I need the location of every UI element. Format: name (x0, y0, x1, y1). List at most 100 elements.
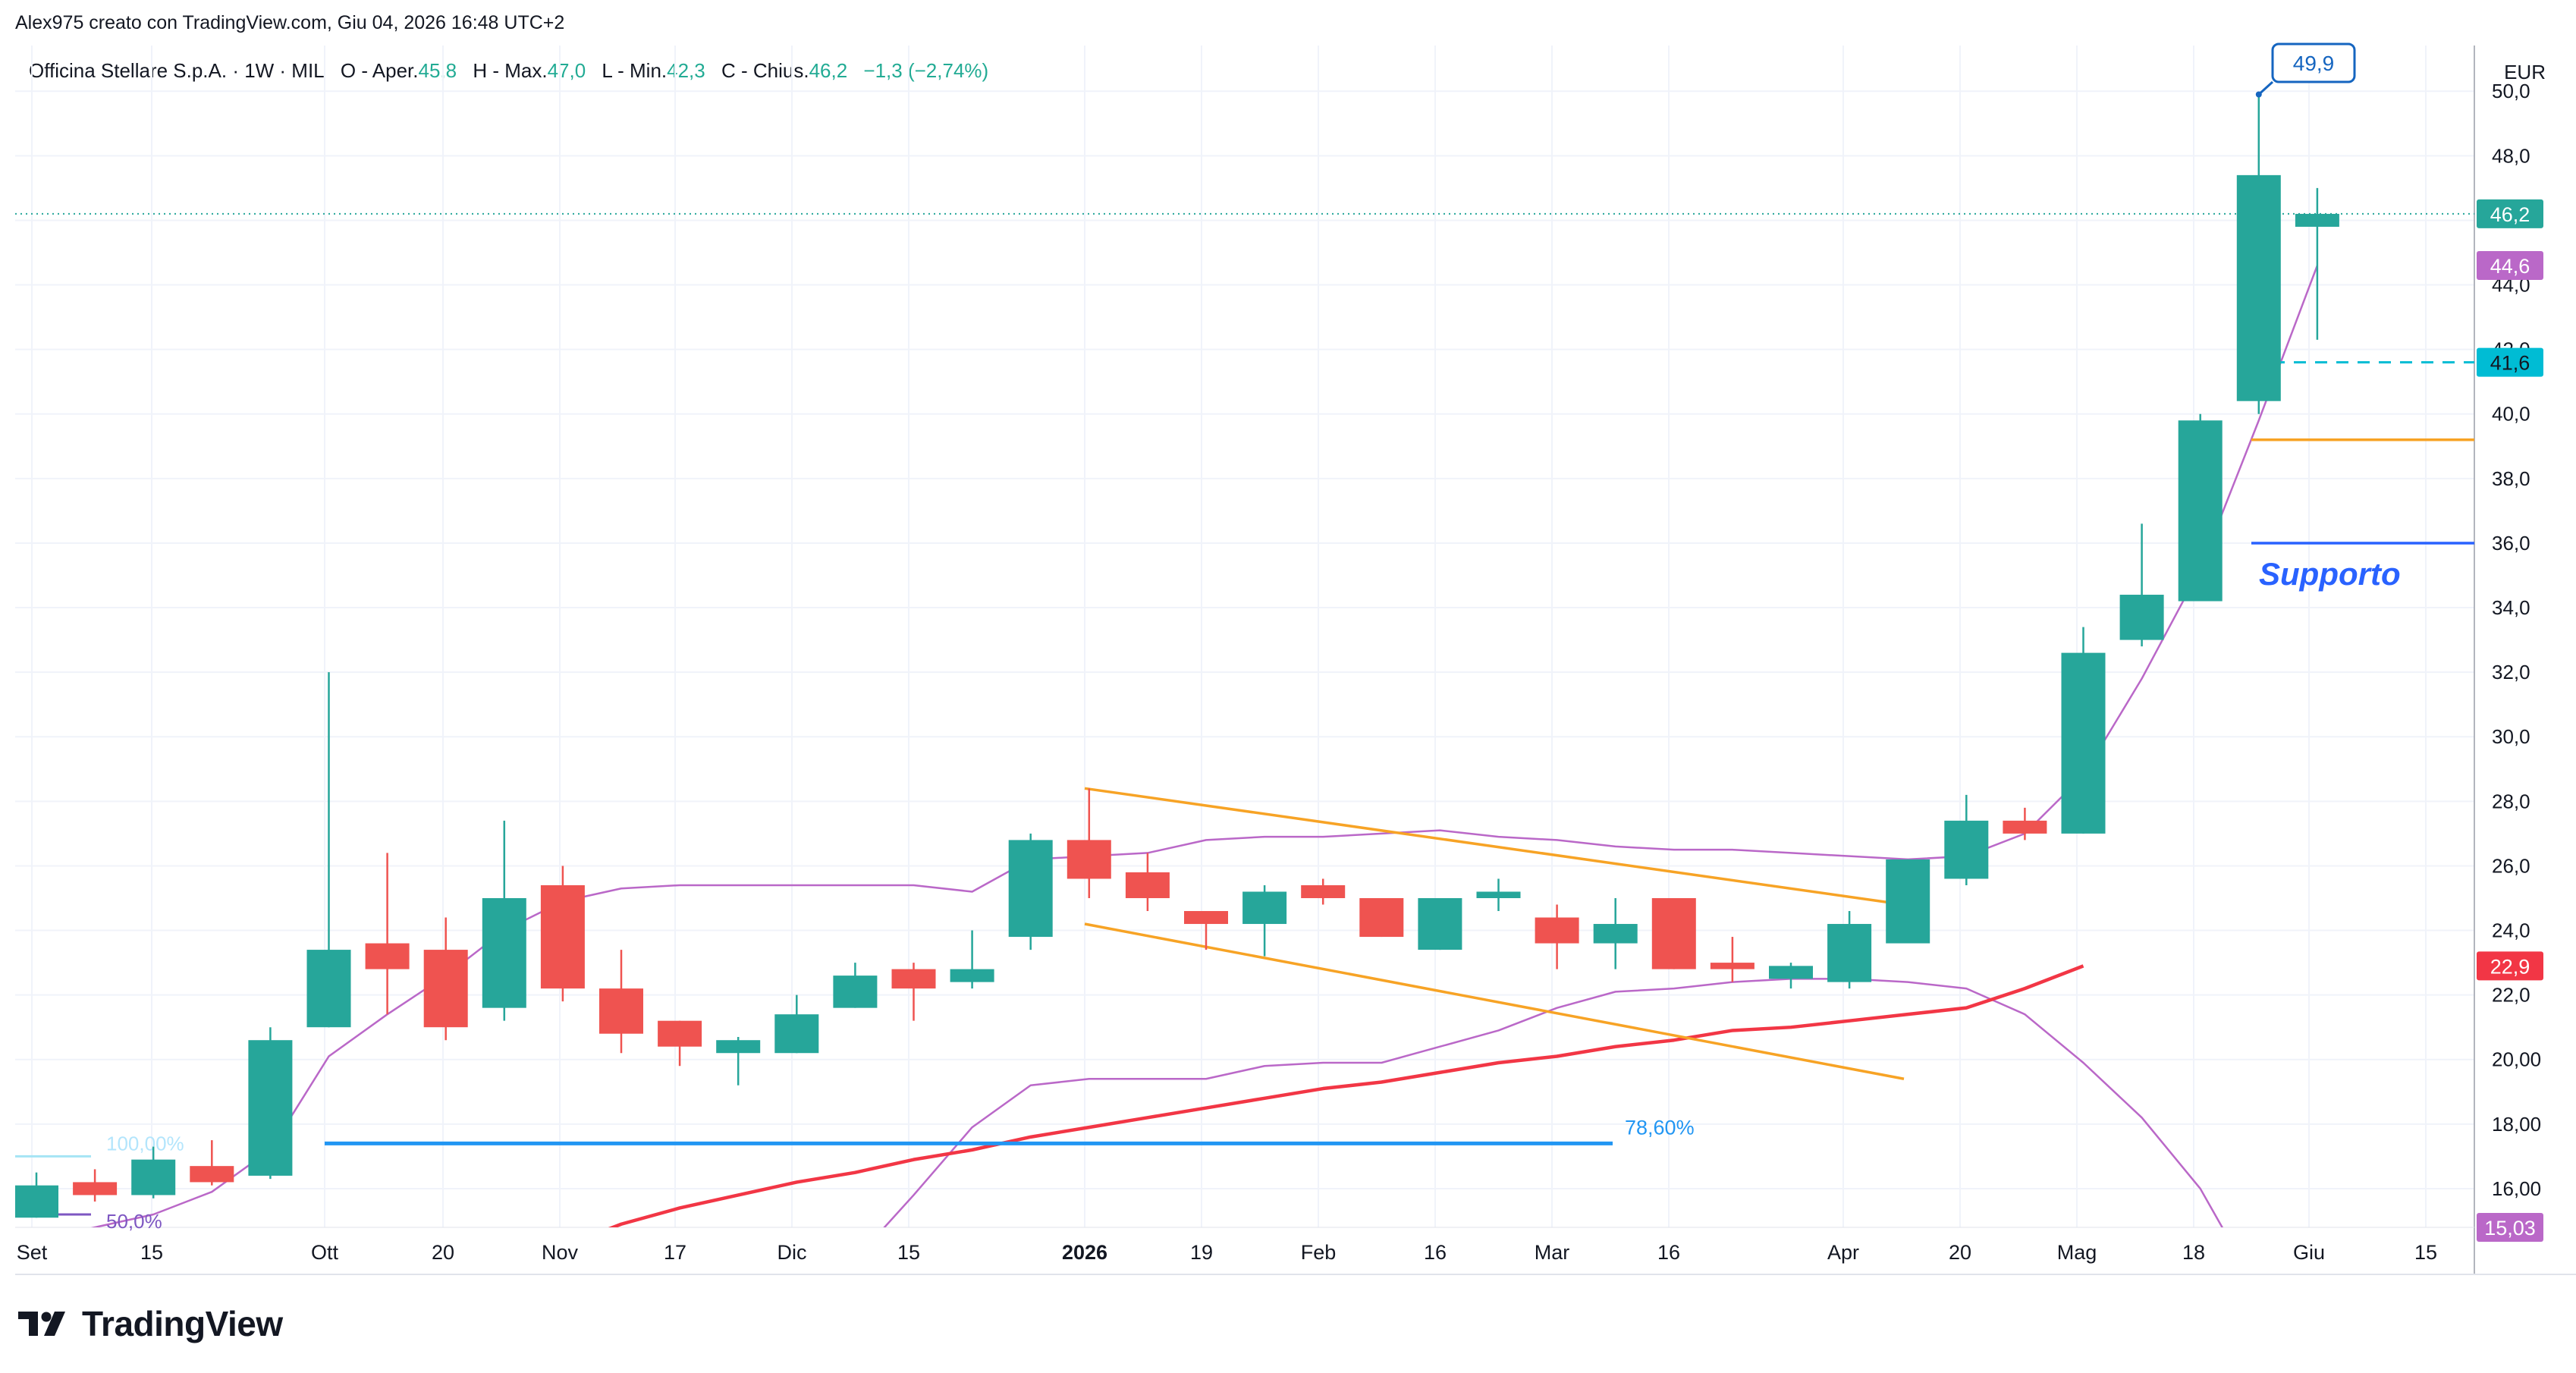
candle-body (248, 1040, 293, 1176)
candle[interactable] (1886, 859, 1930, 944)
candle-body (599, 988, 643, 1034)
candle[interactable] (1710, 937, 1755, 982)
candle[interactable] (950, 930, 994, 989)
candle[interactable] (1184, 911, 1228, 950)
candle[interactable] (1242, 884, 1287, 957)
candle[interactable] (2003, 807, 2047, 840)
candle[interactable] (73, 1169, 118, 1202)
price-axis-tick-label: 26,0 (2492, 854, 2530, 877)
candle[interactable] (1359, 897, 1404, 938)
price-axis-tick-label: 40,0 (2492, 403, 2530, 426)
candle-body (1242, 891, 1287, 925)
candles (14, 94, 2339, 1218)
low-value: 42,3 (667, 59, 705, 82)
close-value: 46,2 (809, 59, 848, 82)
time-axis-label: Set (17, 1241, 48, 1264)
high-callout-label: 49,9 (2293, 52, 2335, 75)
support-label: Supporto (2259, 556, 2401, 592)
price-tag-bg (2477, 347, 2543, 377)
candle-body (2236, 174, 2281, 401)
time-axis-label: Nov (542, 1241, 579, 1264)
time-axis[interactable]: Set 15 Ott 20 Nov 17 Dic 15 2026 19 Feb 16 Mar 16 Apr 2… (17, 1241, 2437, 1264)
price-axis-tick-label: 22,0 (2492, 984, 2530, 1007)
candle[interactable] (1301, 878, 1346, 905)
bollinger-upper-line (90, 265, 2319, 1227)
candle[interactable] (540, 866, 585, 1002)
candle[interactable] (1418, 897, 1462, 950)
candle[interactable] (2119, 523, 2164, 647)
candle-body (716, 1040, 761, 1054)
price-axis-tick-label: 48,0 (2492, 144, 2530, 167)
price-tag-last: 46,2 (2477, 199, 2543, 228)
candle[interactable] (423, 917, 468, 1041)
fib-50-label: 50,0% (106, 1210, 162, 1233)
high-label: H - Max. (473, 59, 548, 82)
price-axis[interactable]: 16,00 18,00 20,00 22,0 24,0 26,0 28,0 30,0 32,0 3… (2492, 80, 2541, 1200)
time-axis-label: Mar (1535, 1241, 1570, 1264)
price-tag-sma: 22,9 (2477, 951, 2543, 981)
currency-label[interactable]: EUR (2504, 61, 2546, 83)
indicators (90, 265, 2319, 1227)
candle[interactable] (248, 1027, 293, 1180)
chart-credit: Alex975 creato con TradingView.com, Giu … (15, 12, 565, 33)
candle[interactable] (2178, 413, 2223, 602)
high-callout-box (2271, 42, 2356, 83)
candle[interactable] (306, 672, 351, 1028)
candle[interactable] (658, 1020, 702, 1067)
candle[interactable] (482, 820, 526, 1021)
candle[interactable] (1593, 897, 1638, 969)
trend-channel-lower (1084, 922, 1905, 1080)
low-label: L - Min. (602, 59, 668, 82)
candle[interactable] (1769, 963, 1813, 989)
price-tag-label: 41,6 (2490, 352, 2530, 375)
candle[interactable] (599, 950, 643, 1054)
candle-body (833, 976, 878, 1008)
candle-body (891, 969, 936, 989)
grid (15, 46, 2474, 1227)
fib-100-label: 100,00% (106, 1132, 184, 1155)
price-tag-bollinger: 44,6 (2477, 251, 2543, 281)
time-axis-label: 15 (2414, 1241, 2437, 1264)
ohlc-legend: Officina Stellare S.p.A. · 1W · MIL O - … (29, 59, 988, 83)
candle[interactable] (1476, 878, 1521, 912)
candle-body (1651, 897, 1696, 969)
candle[interactable] (131, 1146, 176, 1199)
time-axis-label: Dic (778, 1241, 807, 1264)
time-axis-label: 15 (140, 1241, 163, 1264)
candle[interactable] (365, 853, 410, 1015)
price-axis-tick-label: 30,0 (2492, 725, 2530, 748)
candle-body (423, 950, 468, 1028)
price-axis-tick-label: 16,00 (2492, 1177, 2541, 1200)
candle[interactable] (833, 963, 878, 1008)
candle[interactable] (1008, 833, 1053, 950)
candle-body (306, 950, 351, 1028)
candle-body (1710, 963, 1755, 969)
candle[interactable] (1827, 911, 1872, 989)
candle[interactable] (716, 1036, 761, 1086)
price-axis-tick-label: 32,0 (2492, 661, 2530, 683)
candle[interactable] (1944, 794, 1989, 885)
candle[interactable] (891, 963, 936, 1021)
candle[interactable] (1651, 897, 1696, 969)
price-tag-bg (2477, 951, 2543, 981)
candle-body (1008, 840, 1053, 938)
candle[interactable] (2061, 627, 2106, 834)
tradingview-logo[interactable]: TradingView (18, 1303, 283, 1344)
candle[interactable] (190, 1140, 234, 1186)
price-axis-tick-label: 28,0 (2492, 790, 2530, 812)
candle[interactable] (14, 1172, 58, 1218)
candle-body (1535, 917, 1579, 944)
candle[interactable] (1535, 904, 1579, 969)
candle-body (658, 1020, 702, 1047)
time-axis-label: 16 (1424, 1241, 1447, 1264)
candle[interactable] (1125, 853, 1170, 912)
price-axis-tick-label: 38,0 (2492, 467, 2530, 490)
candle[interactable] (774, 994, 819, 1054)
high-callout-pointer (2257, 80, 2274, 96)
candle[interactable] (2295, 187, 2339, 340)
candle[interactable] (1067, 788, 1111, 898)
candle-body (1944, 820, 1989, 879)
candle[interactable] (2236, 94, 2281, 414)
time-axis-label: Mag (2057, 1241, 2097, 1264)
